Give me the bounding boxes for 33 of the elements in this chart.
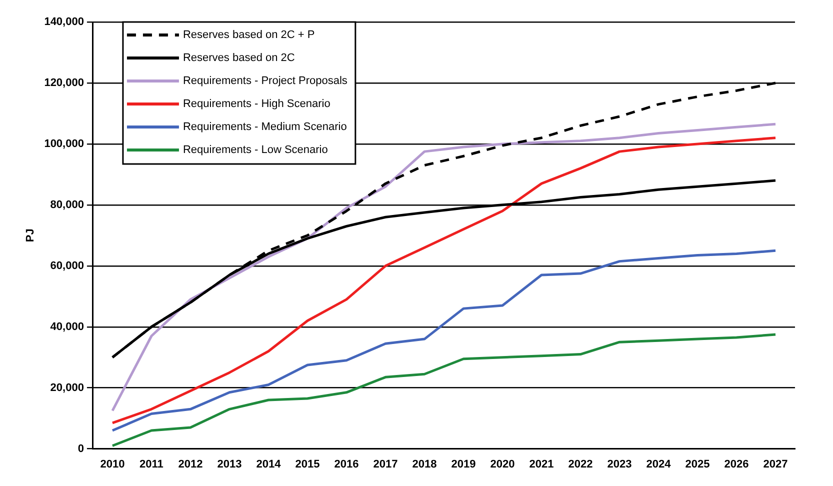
y-tick-label: 20,000	[50, 382, 84, 394]
x-tick-label: 2021	[529, 458, 554, 470]
x-tick-label: 2020	[490, 458, 515, 470]
y-tick-label: 60,000	[50, 260, 84, 272]
x-tick-label: 2013	[217, 458, 242, 470]
x-tick-label: 2027	[763, 458, 788, 470]
x-tick-label: 2012	[178, 458, 203, 470]
legend-label: Requirements - High Scenario	[182, 98, 330, 110]
legend-label: Requirements - Medium Scenario	[182, 121, 347, 134]
x-tick-label: 2023	[607, 458, 632, 470]
y-tick-label: 0	[78, 442, 84, 455]
x-tick-label: 2017	[373, 458, 398, 470]
legend-label: Reserves based on 2C + P	[182, 29, 315, 42]
y-tick-label: 40,000	[50, 320, 84, 333]
x-tick-label: 2022	[568, 458, 593, 470]
x-tick-label: 2016	[334, 458, 359, 470]
x-tick-label: 2018	[412, 458, 437, 470]
x-tick-label: 2015	[295, 458, 320, 470]
y-tick-label: 140,000	[44, 16, 84, 28]
x-tick-label: 2011	[140, 458, 164, 470]
x-tick-label: 2019	[451, 458, 476, 470]
legend-label: Requirements - Project Proposals	[182, 75, 348, 88]
x-tick-label: 2010	[100, 458, 125, 470]
y-axis-title: PJ	[24, 228, 37, 242]
x-tick-label: 2024	[646, 458, 672, 470]
y-tick-label: 120,000	[44, 77, 84, 90]
legend-label: Reserves based on 2C	[182, 52, 295, 64]
x-tick-label: 2026	[724, 458, 749, 470]
y-tick-label: 80,000	[50, 198, 84, 211]
legend-label: Requirements - Low Scenario	[182, 144, 328, 156]
x-tick-label: 2014	[256, 458, 282, 470]
x-tick-label: 2025	[685, 458, 710, 470]
y-tick-label: 100,000	[44, 138, 84, 150]
